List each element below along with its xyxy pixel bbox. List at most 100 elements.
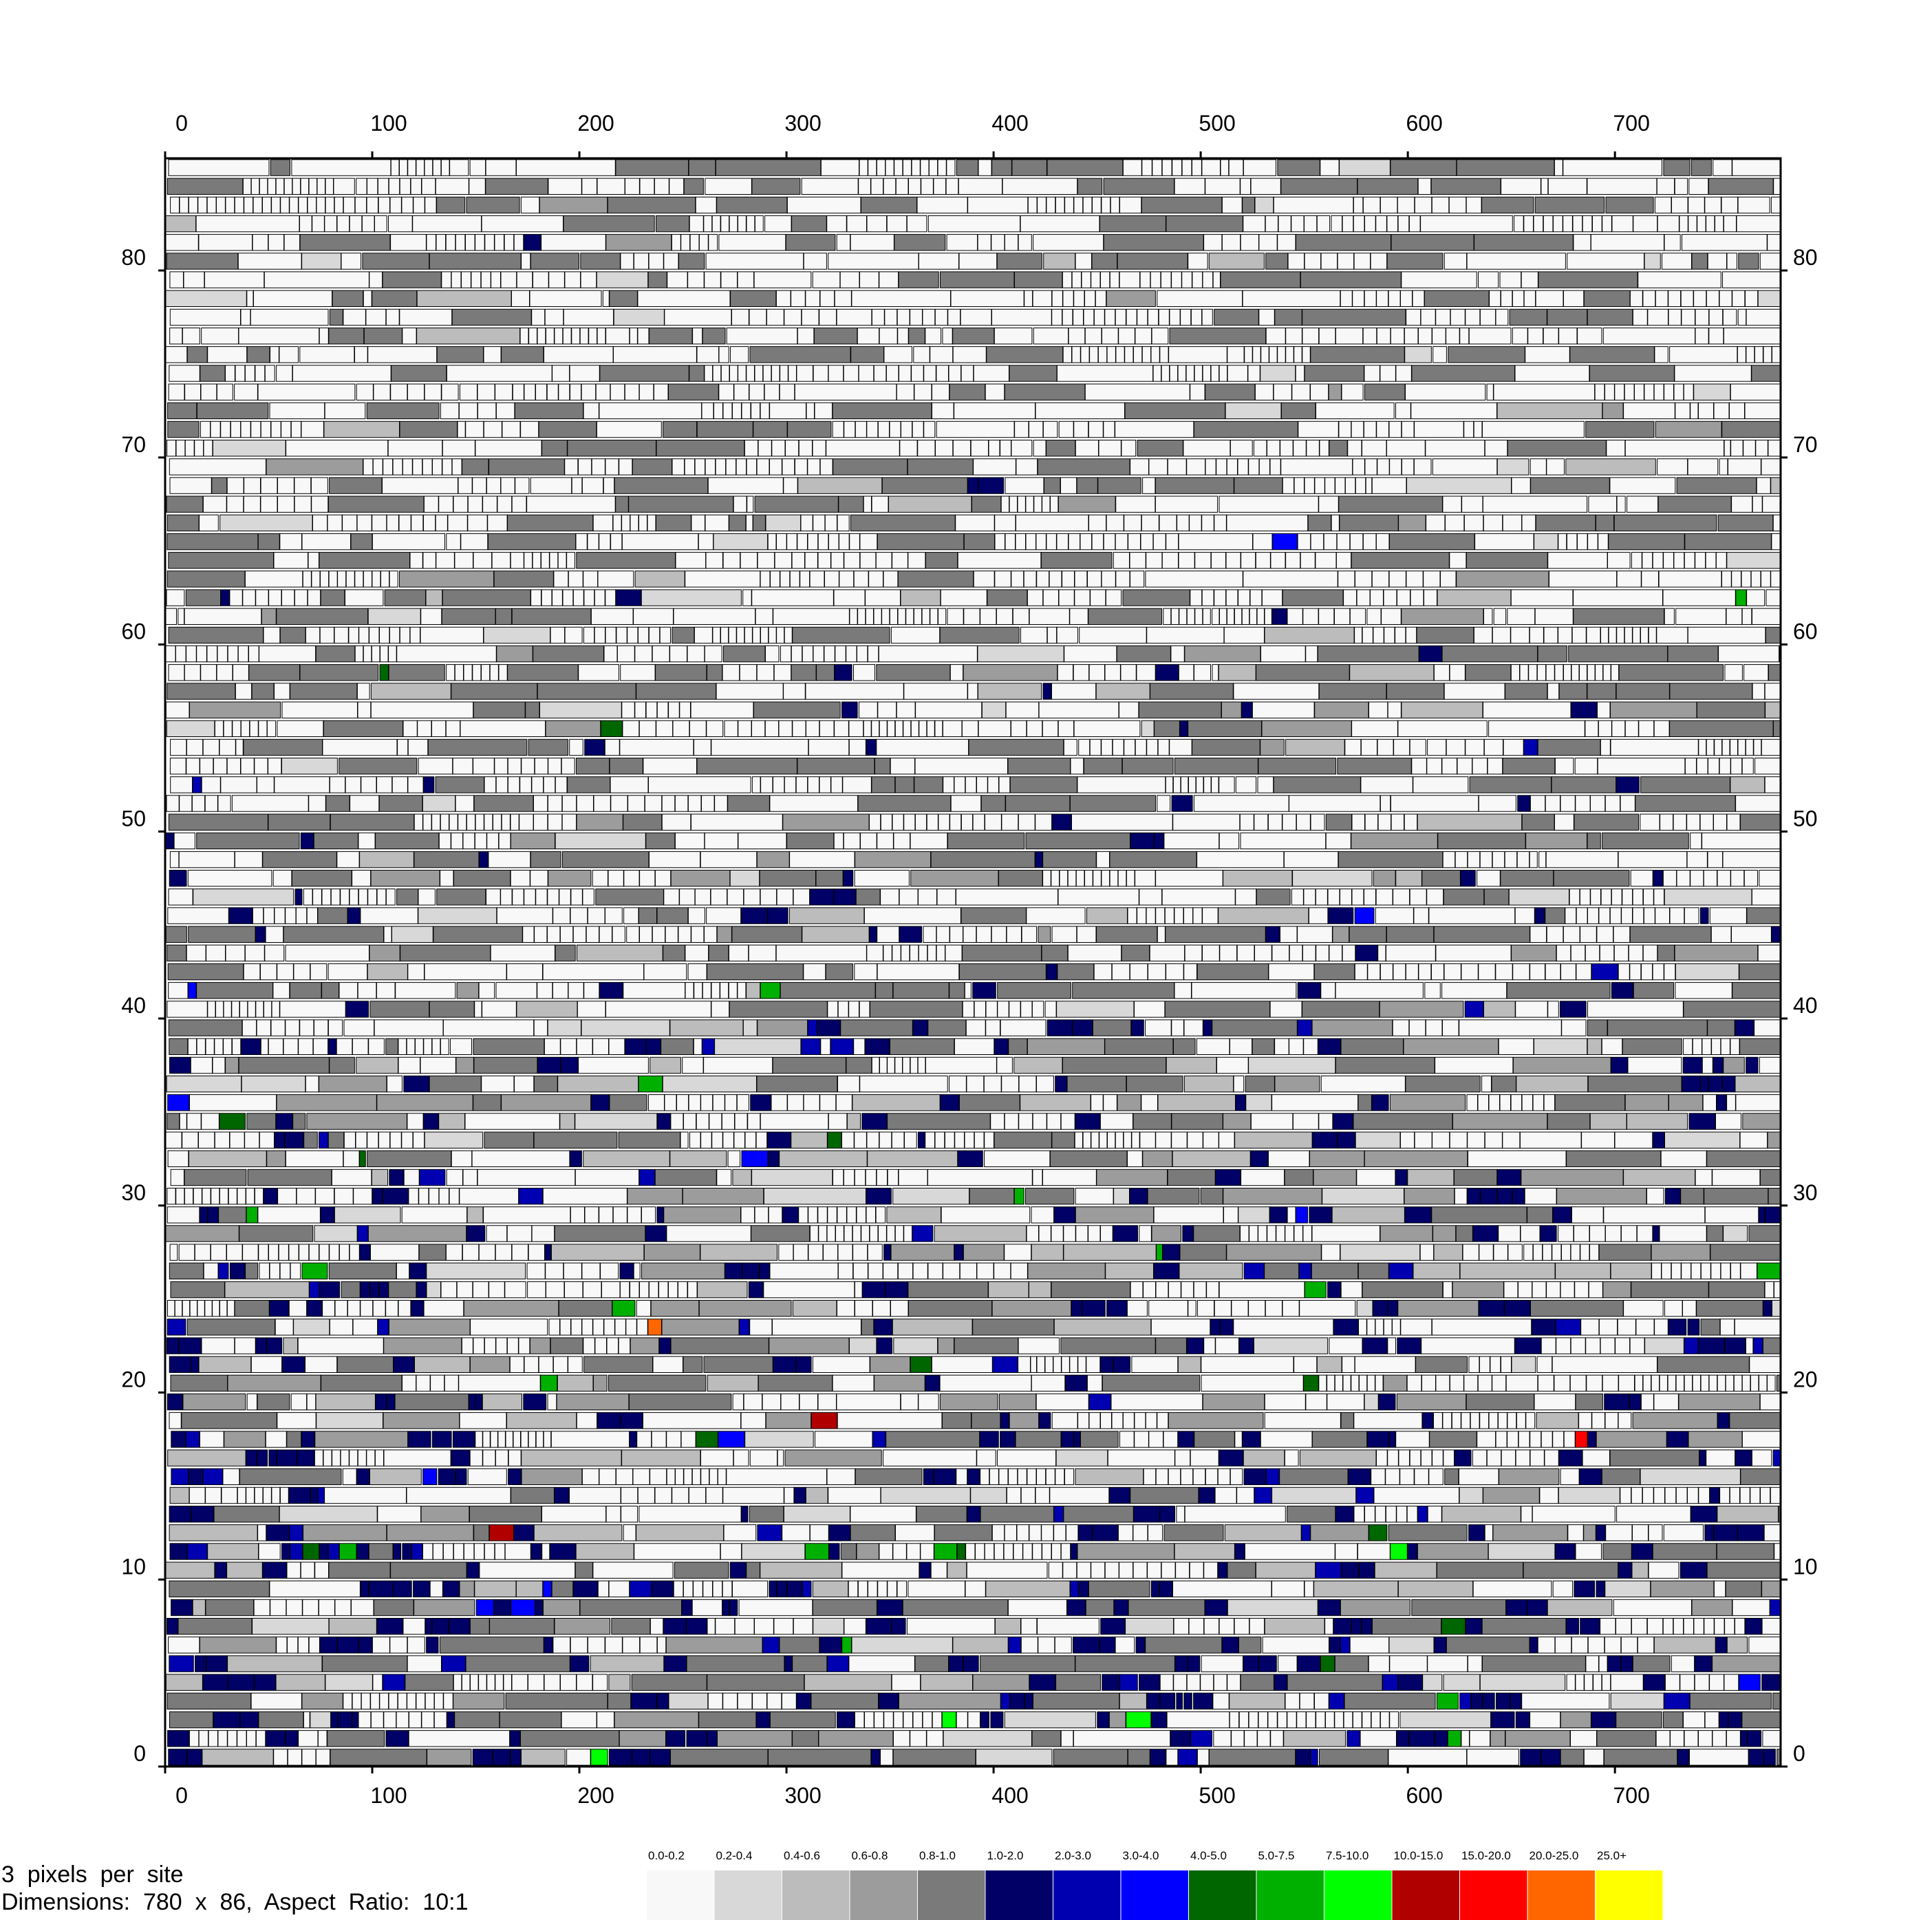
heatmap-cell <box>936 926 950 943</box>
heatmap-cell <box>977 683 1042 700</box>
heatmap-cell <box>1103 533 1116 551</box>
heatmap-cell <box>1520 1225 1541 1242</box>
heatmap-cell <box>1689 1692 1772 1710</box>
heatmap-cell <box>279 1001 346 1018</box>
heatmap-cell <box>1726 813 1741 831</box>
heatmap-cell <box>1193 1225 1241 1242</box>
heatmap-cell <box>1574 1225 1590 1242</box>
heatmap-cell <box>1335 982 1424 999</box>
heatmap-cell <box>1735 1094 1781 1111</box>
heatmap-cell <box>382 271 442 288</box>
heatmap-cell <box>663 1206 741 1224</box>
heatmap-cell <box>1541 1749 1561 1766</box>
heatmap-cell <box>903 720 912 737</box>
heatmap-cell <box>1587 1075 1682 1093</box>
heatmap-cell <box>1493 608 1507 625</box>
heatmap-cell <box>839 570 855 588</box>
heatmap-cell <box>819 720 835 737</box>
heatmap-cell <box>230 420 242 438</box>
heatmap-cell <box>749 346 851 363</box>
heatmap-cell <box>1036 1468 1046 1486</box>
heatmap-cell <box>740 1412 766 1429</box>
heatmap-cell <box>1642 290 1656 308</box>
heatmap-cell <box>1099 1131 1108 1149</box>
heatmap-cell <box>738 365 747 382</box>
heatmap-cell <box>178 1618 253 1635</box>
heatmap-cell <box>1602 402 1624 420</box>
heatmap-cell <box>238 328 320 345</box>
heatmap-cell <box>638 514 647 532</box>
heatmap-cell <box>1537 738 1601 756</box>
heatmap-cell <box>1754 1019 1781 1036</box>
heatmap-cell <box>383 1449 451 1466</box>
heatmap-cell <box>240 308 251 326</box>
heatmap-cell <box>439 1636 544 1654</box>
heatmap-cell <box>1193 1281 1207 1299</box>
heatmap-cell <box>906 215 927 233</box>
heatmap-cell <box>974 1131 985 1149</box>
heatmap-cell <box>1258 1711 1268 1729</box>
heatmap-cell <box>454 552 474 569</box>
heatmap-cell <box>1571 1636 1589 1654</box>
heatmap-cell <box>1002 178 1078 195</box>
heatmap-cell <box>834 664 852 681</box>
heatmap-cell <box>571 477 583 494</box>
heatmap-cell <box>1223 626 1265 644</box>
heatmap-cell <box>1759 1056 1781 1074</box>
heatmap-cell <box>426 1636 439 1654</box>
heatmap-cell <box>1380 196 1398 214</box>
heatmap-cell <box>1611 215 1633 233</box>
heatmap-cell <box>1277 159 1320 176</box>
heatmap-cell <box>263 1188 278 1205</box>
heatmap-cell <box>348 626 359 644</box>
heatmap-cell <box>955 514 995 532</box>
heatmap-cell <box>246 1113 277 1130</box>
heatmap-cell <box>1386 944 1436 962</box>
heatmap-cell <box>1651 1374 1660 1392</box>
heatmap-cell <box>473 1337 485 1354</box>
heatmap-cell <box>178 608 185 625</box>
heatmap-cell <box>169 365 200 382</box>
heatmap-cell <box>223 1001 232 1018</box>
heatmap-cell <box>780 645 792 663</box>
heatmap-cell <box>1603 1206 1706 1224</box>
heatmap-cell <box>1312 1131 1338 1149</box>
heatmap-cell <box>858 178 871 195</box>
heatmap-cell <box>349 215 363 233</box>
heatmap-cell <box>1414 1468 1429 1486</box>
heatmap-cell <box>467 514 488 532</box>
heatmap-cell <box>1325 832 1351 850</box>
heatmap-cell <box>802 1580 812 1598</box>
heatmap-cell <box>1735 589 1747 606</box>
heatmap-cell <box>863 495 872 513</box>
heatmap-cell <box>1602 664 1611 681</box>
heatmap-cell <box>540 1374 558 1392</box>
heatmap-cell <box>600 1262 619 1280</box>
heatmap-cell <box>1271 1094 1359 1111</box>
heatmap-cell <box>867 645 879 663</box>
heatmap-cell <box>213 1711 241 1729</box>
heatmap-cell <box>1193 420 1298 438</box>
heatmap-cell <box>250 420 261 438</box>
heatmap-cell <box>388 215 413 233</box>
heatmap-cell <box>513 1431 521 1448</box>
heatmap-cell <box>687 963 707 981</box>
heatmap-cell <box>1569 346 1655 363</box>
heatmap-cell <box>1675 608 1726 625</box>
heatmap-cell <box>267 178 277 195</box>
heatmap-cell <box>967 1711 981 1729</box>
heatmap-cell <box>890 626 941 644</box>
heatmap-cell <box>1469 776 1552 793</box>
heatmap-cell <box>900 589 941 606</box>
heatmap-cell <box>453 495 469 513</box>
heatmap-cell <box>227 1730 237 1747</box>
heatmap-cell <box>1388 1262 1413 1280</box>
heatmap-cell <box>1472 1580 1552 1598</box>
heatmap-cell <box>408 1188 419 1205</box>
heatmap-cell <box>1205 458 1216 476</box>
heatmap-cell <box>1280 440 1294 457</box>
heatmap-cell <box>1383 1319 1393 1336</box>
heatmap-cell <box>1642 1374 1652 1392</box>
heatmap-cell <box>1298 420 1339 438</box>
heatmap-cell <box>307 196 317 214</box>
